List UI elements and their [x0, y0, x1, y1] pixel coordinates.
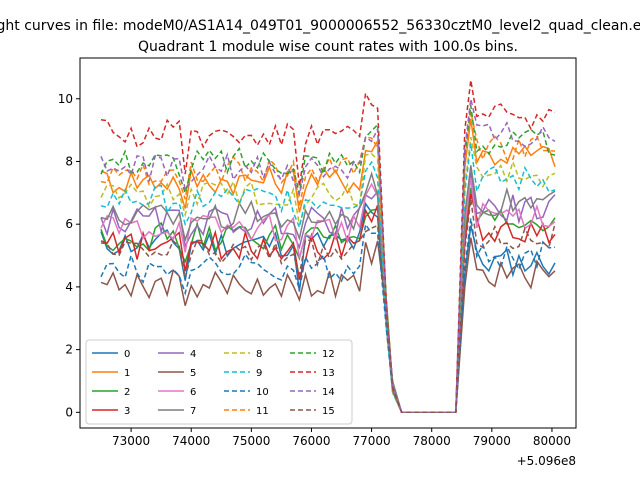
series-line-10 — [100, 218, 556, 414]
legend-box — [85, 339, 353, 425]
legend-label-11: 11 — [256, 406, 269, 417]
y-tick-label: 10 — [58, 92, 73, 106]
legend-label-2: 2 — [124, 387, 130, 398]
legend-label-10: 10 — [256, 387, 269, 398]
legend-label-12: 12 — [322, 349, 335, 360]
x-tick-label: 77000 — [352, 434, 390, 448]
series-line-15 — [100, 199, 556, 414]
x-tick-label: 79000 — [473, 434, 511, 448]
legend-label-14: 14 — [322, 387, 335, 398]
plot-area-frame — [79, 57, 577, 429]
y-tick-label: 4 — [65, 280, 73, 294]
x-tick-label: 74000 — [172, 434, 210, 448]
legend-label-3: 3 — [124, 406, 130, 417]
x-tick-label: 76000 — [292, 434, 330, 448]
x-axis: 73000 74000 75000 76000 77000 78000 79000 80000 — [112, 428, 571, 448]
series-line-9 — [100, 143, 556, 414]
x-tick-label: 73000 — [112, 434, 150, 448]
series-line-8 — [100, 136, 556, 414]
series-line-14 — [100, 98, 556, 414]
series-line-3 — [100, 193, 556, 414]
legend-label-6: 6 — [190, 387, 196, 398]
figure-suptitle: Light curves in file: modeM0/AS1A14_049T… — [0, 18, 640, 34]
y-tick-label: 8 — [65, 154, 73, 168]
series-line-7 — [100, 165, 556, 414]
legend-label-1: 1 — [124, 368, 130, 379]
x-tick-label: 78000 — [413, 434, 451, 448]
legend-label-15: 15 — [322, 406, 335, 417]
legend-label-13: 13 — [322, 368, 335, 379]
series-layer — [100, 80, 556, 414]
x-axis-offset-label: +5.096e8 — [517, 454, 576, 468]
legend-label-9: 9 — [256, 368, 262, 379]
y-tick-label: 6 — [65, 217, 73, 231]
y-tick-label: 0 — [65, 405, 73, 419]
legend-label-8: 8 — [256, 349, 262, 360]
y-axis: 0 2 4 6 8 10 — [58, 92, 80, 419]
legend-label-5: 5 — [190, 368, 196, 379]
x-tick-label: 80000 — [533, 434, 571, 448]
y-tick-label: 2 — [65, 343, 73, 357]
legend-label-0: 0 — [124, 349, 130, 360]
legend-label-7: 7 — [190, 406, 196, 417]
x-tick-label: 75000 — [232, 434, 270, 448]
chart-title: Quadrant 1 module wise count rates with … — [138, 39, 518, 55]
legend-label-4: 4 — [190, 349, 196, 360]
series-line-11 — [100, 111, 556, 414]
